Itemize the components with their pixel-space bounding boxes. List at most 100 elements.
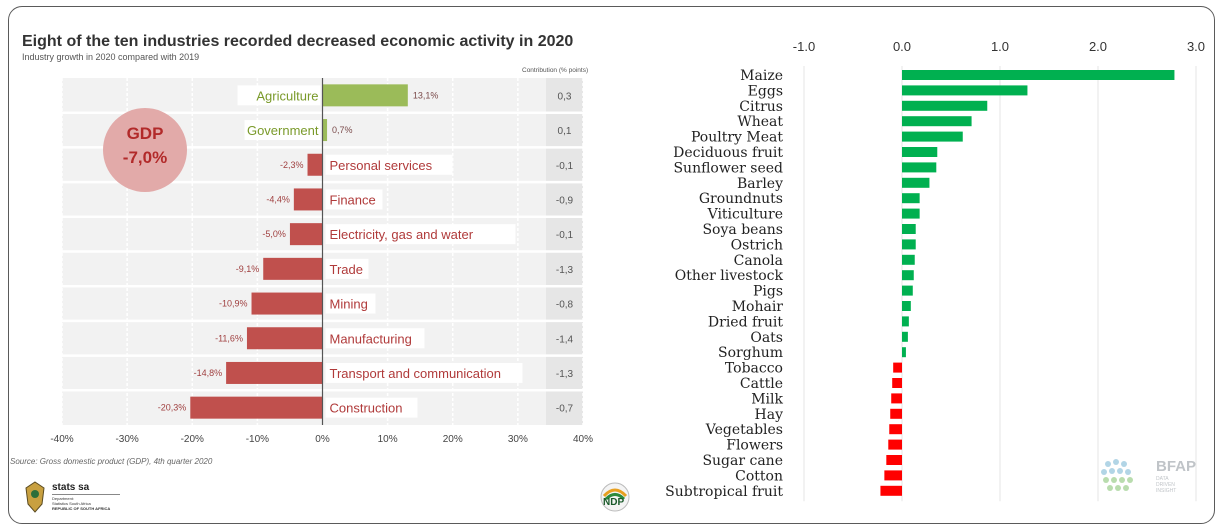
bfap-sub1: DATA	[1156, 476, 1169, 482]
bar	[891, 393, 902, 404]
bar	[902, 239, 916, 250]
category-label: Construction	[330, 401, 403, 416]
contribution-value: 0,3	[558, 91, 572, 102]
bfap-dots-icon	[1101, 459, 1133, 491]
x-tick-label: -1.0	[793, 39, 815, 54]
category-label: Eggs	[748, 83, 783, 99]
bar	[902, 316, 909, 327]
contribution-value: -0,1	[556, 230, 574, 241]
bar	[889, 424, 902, 435]
gdp-badge: GDP -7,0%	[103, 108, 187, 192]
bar	[307, 153, 323, 176]
category-label: Cotton	[735, 468, 783, 484]
category-label-bg	[325, 189, 383, 210]
value-label: -20,3%	[158, 403, 187, 413]
bar	[892, 378, 902, 388]
value-label: -4,4%	[266, 194, 290, 204]
category-label: Poultry Meat	[691, 130, 783, 146]
chart-subtitle: Industry growth in 2020 compared with 20…	[22, 52, 200, 62]
bar	[884, 470, 902, 481]
x-tick-label: 40%	[573, 434, 593, 445]
coat-of-arms-icon	[25, 481, 45, 513]
value-label: -9,1%	[236, 264, 260, 274]
category-label: Milk	[751, 391, 783, 407]
category-label: Trade	[330, 262, 363, 277]
contribution-value: -0,9	[556, 195, 574, 206]
bar	[902, 208, 920, 219]
value-label: -2,3%	[280, 160, 304, 170]
bfap-name: BFAP	[1156, 458, 1197, 475]
bar	[902, 331, 908, 342]
bar	[888, 439, 902, 450]
x-tick-label: 2.0	[1089, 39, 1107, 54]
category-label: Sorghum	[718, 345, 783, 361]
bar	[902, 100, 988, 111]
contribution-header: Contribution (% points)	[522, 67, 589, 74]
bar	[289, 223, 323, 246]
industry-growth-chart: -40% -30% -20% -10% 0% 10% 20% 30% 40% 13,1% Agric…	[50, 78, 593, 445]
bar	[902, 270, 914, 281]
category-label: Transport and communication	[330, 366, 502, 381]
ndp-text: NDP	[603, 497, 625, 508]
category-label: Government	[247, 123, 319, 138]
bar	[902, 301, 911, 311]
stats-sa-name: stats sa	[52, 482, 90, 493]
category-label: Tobacco	[725, 361, 783, 377]
value-label: 0,7%	[332, 125, 353, 135]
bar	[322, 84, 408, 107]
category-label: Wheat	[737, 114, 783, 130]
bar	[902, 177, 930, 188]
bar	[293, 188, 323, 211]
x-tick-label: -20%	[181, 434, 204, 445]
contribution-value: -1,3	[556, 369, 574, 380]
value-label: -11,6%	[215, 333, 243, 343]
category-label: Subtropical fruit	[665, 484, 783, 500]
category-label: Pigs	[753, 284, 783, 300]
category-label: Hay	[755, 407, 784, 423]
category-label-bg	[325, 362, 523, 383]
bar	[902, 85, 1028, 96]
x-tick-label: 1.0	[991, 39, 1009, 54]
category-label-bg	[325, 224, 516, 245]
chart-title: Eight of the ten industries recorded dec…	[22, 33, 574, 50]
category-label-bg	[325, 328, 425, 349]
category-label: Ostrich	[731, 237, 783, 253]
bar	[246, 327, 323, 350]
stats-sa-logo: stats sa Department: Statistics South Af…	[24, 478, 124, 516]
category-label-bg	[325, 293, 376, 314]
bar	[190, 396, 323, 419]
bar	[322, 119, 328, 142]
bfap-sub3: INSIGHT	[1156, 488, 1177, 494]
bar	[263, 257, 323, 280]
bar	[902, 70, 1175, 80]
bar	[902, 254, 915, 265]
category-label: Canola	[734, 253, 783, 269]
bar	[902, 116, 972, 127]
bar	[902, 347, 906, 358]
category-label-bg	[244, 120, 321, 141]
bar	[902, 285, 913, 296]
category-label: Other livestock	[675, 268, 784, 284]
category-label-bg	[325, 154, 453, 175]
category-label: Finance	[330, 192, 376, 207]
category-label: Agriculture	[256, 88, 318, 103]
x-tick-label: 10%	[378, 434, 398, 445]
stats-sa-sub1: Department:	[52, 496, 75, 501]
bfap-sub2: DRIVEN	[1156, 482, 1175, 488]
category-label: Groundnuts	[699, 191, 783, 207]
bar	[890, 408, 902, 419]
bar	[226, 361, 323, 384]
stats-sa-sub2: Statistics South Africa	[52, 501, 91, 506]
contribution-value: -0,7	[556, 404, 574, 415]
x-tick-label: 20%	[443, 434, 463, 445]
category-label: Mining	[330, 297, 368, 312]
category-label-bg	[325, 397, 418, 418]
contribution-value: -0,8	[556, 300, 574, 311]
value-label: -10,9%	[219, 299, 248, 309]
value-label: -5,0%	[262, 229, 286, 239]
category-label: Electricity, gas and water	[330, 227, 474, 242]
category-label: Viticulture	[707, 207, 783, 223]
agri-product-chart: -1.0 0.0 1.0 2.0 3.0 MaizeEggsCitrusWheatPoul…	[665, 39, 1205, 502]
category-label: Oats	[750, 330, 783, 346]
value-label: 13,1%	[413, 90, 439, 100]
